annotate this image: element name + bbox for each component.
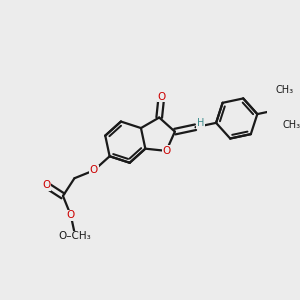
Text: O: O	[90, 165, 98, 176]
Text: CH₃: CH₃	[275, 85, 293, 95]
Text: CH₃: CH₃	[283, 120, 300, 130]
Text: O: O	[43, 180, 51, 190]
Text: O: O	[67, 211, 75, 220]
Text: O: O	[162, 146, 170, 156]
Text: H: H	[197, 118, 204, 128]
Text: O–CH₃: O–CH₃	[59, 231, 92, 241]
Text: O: O	[157, 92, 166, 102]
